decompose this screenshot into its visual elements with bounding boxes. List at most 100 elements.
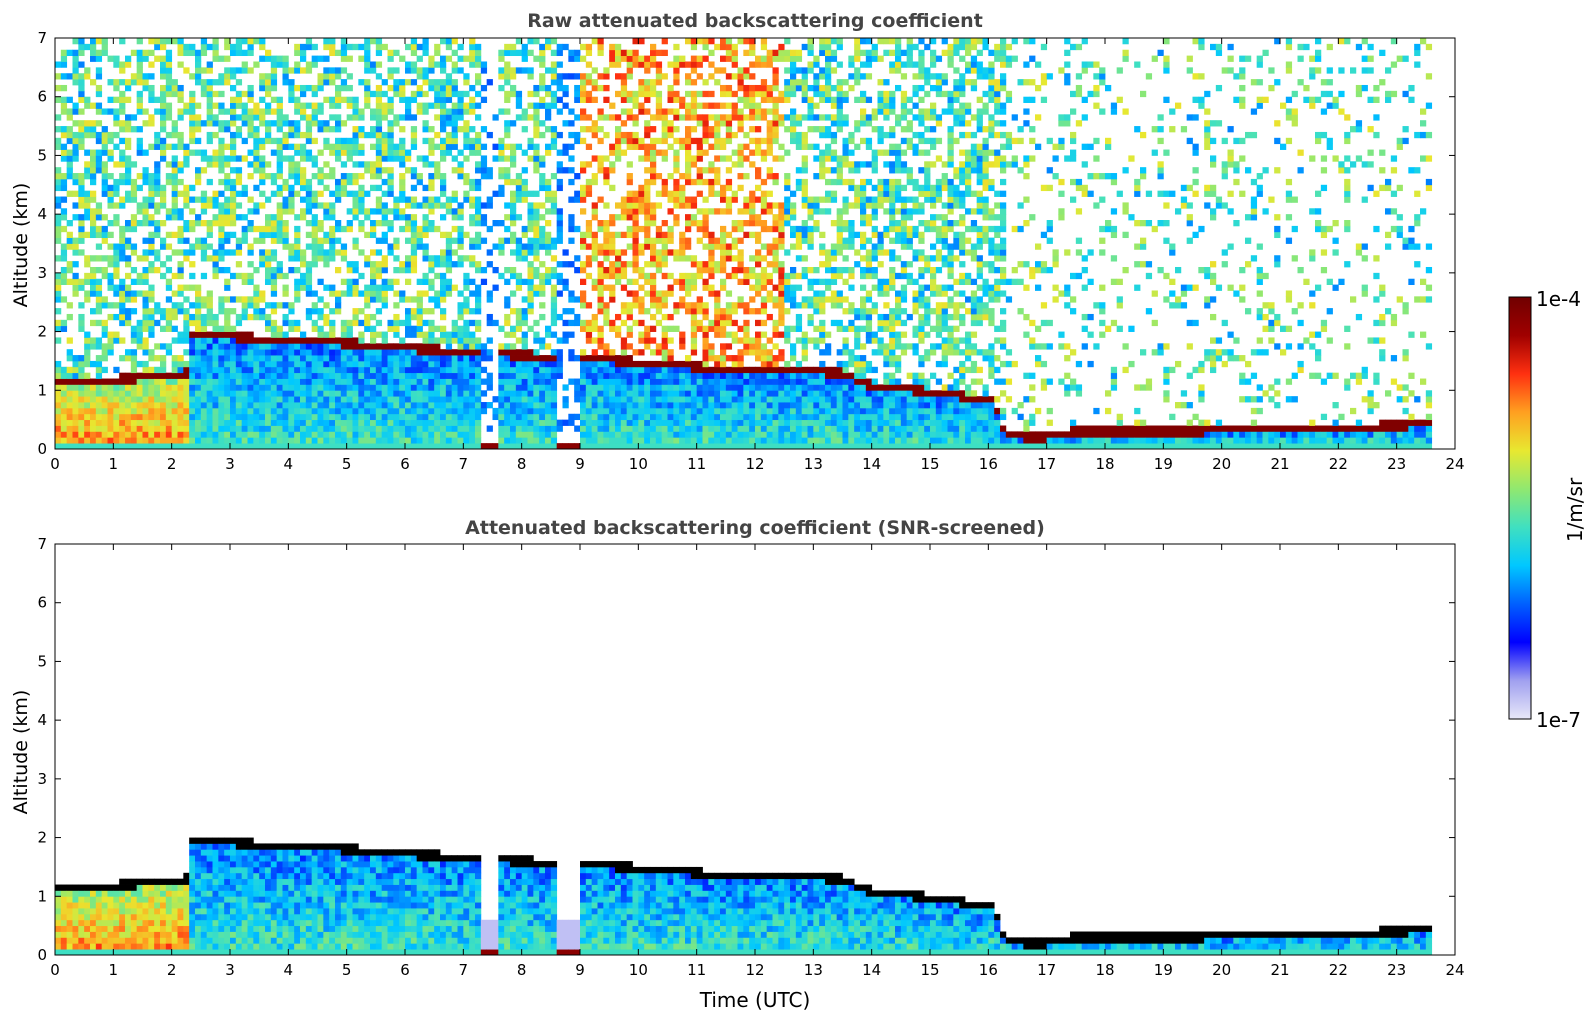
heatmap-cell <box>78 43 85 51</box>
heatmap-cell <box>679 102 686 109</box>
heatmap-cell <box>375 114 383 121</box>
heatmap-cell <box>556 360 563 368</box>
heatmap-cell <box>533 149 540 156</box>
heatmap-cell <box>218 202 225 209</box>
heatmap-cell <box>679 437 686 444</box>
heatmap-cell <box>469 413 476 421</box>
heatmap-cell <box>399 396 406 403</box>
heatmap-cell <box>235 443 243 450</box>
heatmap-cell <box>113 120 120 127</box>
heatmap-cell <box>206 296 213 303</box>
heatmap-cell <box>603 343 610 350</box>
heatmap-cell <box>515 402 523 409</box>
heatmap-cell <box>78 390 85 397</box>
heatmap-cell <box>428 55 435 62</box>
heatmap-cell <box>469 202 476 209</box>
heatmap-cell <box>574 73 581 80</box>
heatmap-cell <box>130 372 138 379</box>
heatmap-cell <box>416 372 423 379</box>
heatmap-cell <box>521 167 528 174</box>
heatmap-cell <box>568 261 575 268</box>
heatmap-cell <box>644 126 651 133</box>
heatmap-cell <box>603 84 610 92</box>
heatmap-cell <box>457 126 464 133</box>
heatmap-cell <box>195 61 202 68</box>
heatmap-cell <box>568 296 575 303</box>
heatmap-cell <box>597 419 604 426</box>
heatmap-cell <box>60 419 68 426</box>
heatmap-cell <box>434 372 441 379</box>
heatmap-cell <box>171 249 178 256</box>
heatmap-cell <box>177 43 184 51</box>
heatmap-cell <box>381 384 388 391</box>
heatmap-cell <box>195 214 202 221</box>
heatmap-cell <box>101 407 108 415</box>
heatmap-cell <box>311 349 318 356</box>
heatmap-cell <box>259 96 266 103</box>
heatmap-cell <box>370 272 377 280</box>
heatmap-cell <box>142 120 149 127</box>
heatmap-cell <box>78 61 85 68</box>
heatmap-cell <box>230 43 237 51</box>
heatmap-cell <box>585 231 593 239</box>
heatmap-cell <box>696 266 703 274</box>
heatmap-cell <box>655 437 663 444</box>
heatmap-cell <box>440 272 447 280</box>
heatmap-cell <box>667 384 674 391</box>
heatmap-cell <box>597 355 604 362</box>
heatmap-cell <box>72 120 79 127</box>
heatmap-cell <box>95 343 103 350</box>
heatmap-cell <box>504 302 511 309</box>
heatmap-cell <box>230 67 237 74</box>
heatmap-cell <box>690 79 698 86</box>
heatmap-cell <box>655 108 663 115</box>
heatmap-cell <box>469 425 476 432</box>
heatmap-cell <box>259 161 266 168</box>
heatmap-cell <box>685 255 692 262</box>
heatmap-cell <box>556 214 563 221</box>
heatmap-cell <box>282 196 289 203</box>
heatmap-cell <box>410 372 418 379</box>
heatmap-cell <box>95 319 103 327</box>
heatmap-cell <box>428 149 435 156</box>
heatmap-cell <box>650 155 657 162</box>
heatmap-cell <box>416 155 423 162</box>
heatmap-cell <box>311 413 318 421</box>
heatmap-cell <box>352 319 359 327</box>
heatmap-cell <box>451 396 458 403</box>
heatmap-cell <box>510 190 517 197</box>
heatmap-cell <box>148 90 155 98</box>
heatmap-cell <box>329 73 336 80</box>
heatmap-cell <box>609 161 616 168</box>
heatmap-cell <box>661 331 668 338</box>
heatmap-cell <box>154 43 161 51</box>
heatmap-cell <box>609 220 616 227</box>
heatmap-cell <box>422 38 429 45</box>
heatmap-cell <box>84 96 91 103</box>
heatmap-cell <box>440 366 447 374</box>
heatmap-cell <box>78 431 85 438</box>
heatmap-cell <box>323 384 330 391</box>
heatmap-cell <box>329 437 336 444</box>
heatmap-cell <box>655 90 663 98</box>
heatmap-cell <box>90 102 97 109</box>
heatmap-cell <box>445 343 453 350</box>
heatmap-cell <box>387 102 394 109</box>
heatmap-cell <box>317 413 324 421</box>
heatmap-cell <box>340 443 348 450</box>
heatmap-cell <box>189 261 196 268</box>
heatmap-cell <box>148 425 155 432</box>
heatmap-cell <box>638 196 645 203</box>
heatmap-cell <box>165 49 173 57</box>
heatmap-cell <box>650 249 657 256</box>
heatmap-cell <box>130 331 138 338</box>
heatmap-cell <box>457 331 464 338</box>
heatmap-cell <box>550 378 558 385</box>
heatmap-cell <box>235 437 243 444</box>
heatmap-cell <box>160 55 167 62</box>
heatmap-cell <box>95 308 103 315</box>
heatmap-cell <box>107 190 114 197</box>
heatmap-cell <box>469 126 476 133</box>
heatmap-cell <box>189 313 196 321</box>
heatmap-cell <box>550 360 558 368</box>
